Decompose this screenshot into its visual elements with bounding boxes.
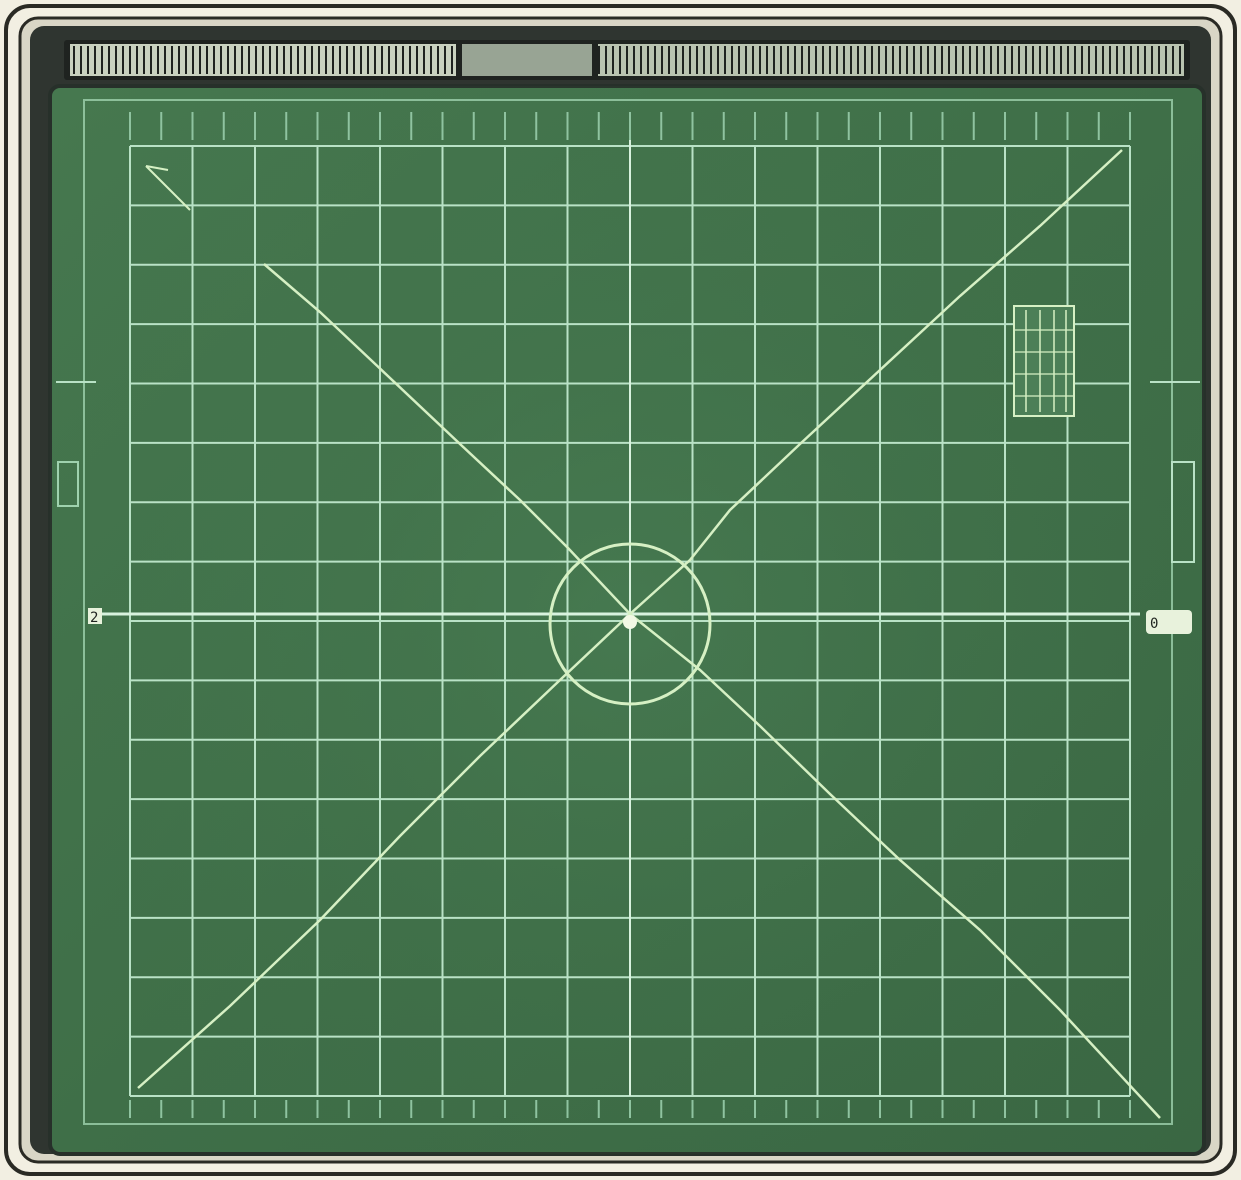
crosshair-circle-icon <box>548 542 712 706</box>
left-marker-label: 2 <box>90 610 98 626</box>
top-ticks <box>129 112 1131 140</box>
left-side-slot <box>57 461 79 507</box>
right-side-slot <box>1171 461 1195 563</box>
trace-ascending <box>137 149 1123 1089</box>
bottom-ticks <box>129 1100 1131 1118</box>
scale-ladder-icon <box>1013 305 1075 417</box>
top-ruler <box>64 40 1190 80</box>
right-marker: 0 <box>1146 610 1192 634</box>
right-marker-label: 0 <box>1150 616 1158 632</box>
corner-tick-icon <box>145 165 191 211</box>
left-marker: 2 <box>88 608 102 626</box>
trace-descending <box>263 263 1161 1119</box>
